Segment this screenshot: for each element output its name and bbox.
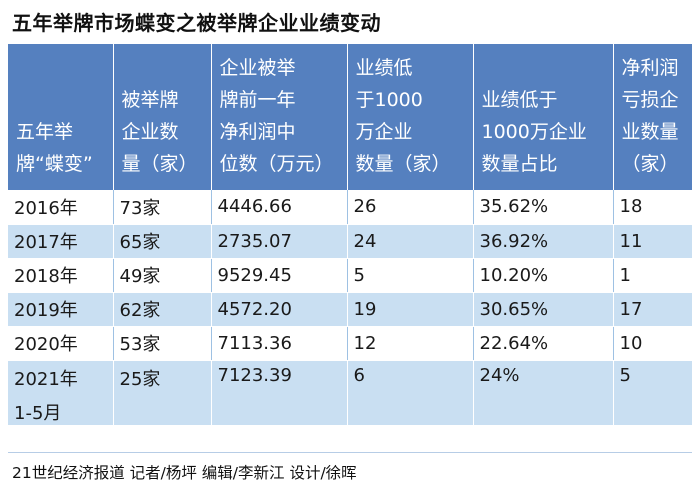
footer-divider	[8, 452, 692, 453]
cell-count: 73家	[113, 190, 212, 225]
table-row: 2017年 65家 2735.07 24 36.92% 11	[8, 224, 692, 259]
cell-low-count: 12	[347, 326, 474, 361]
cell-year: 2019年	[8, 292, 114, 327]
cell-low-count: 5	[347, 258, 474, 293]
cell-low-ratio: 22.64%	[473, 326, 614, 361]
cell-count: 53家	[113, 326, 212, 361]
cell-count: 62家	[113, 292, 212, 327]
cell-low-ratio: 35.62%	[473, 190, 614, 225]
credit-line: 21世纪经济报道 记者/杨坪 编辑/李新江 设计/徐晖	[12, 464, 357, 482]
cell-loss: 5	[613, 360, 692, 426]
cell-year-line1: 2021年	[14, 368, 78, 390]
cell-low-count: 26	[347, 190, 474, 225]
cell-year: 2016年	[8, 190, 114, 225]
cell-year: 2017年	[8, 224, 114, 259]
cell-loss: 17	[613, 292, 692, 327]
cell-low-ratio: 30.65%	[473, 292, 614, 327]
cell-count: 65家	[113, 224, 212, 259]
page-title: 五年举牌市场蝶变之被举牌企业业绩变动	[12, 11, 381, 35]
cell-year: 2021年 1-5月	[8, 360, 114, 426]
cell-low-count: 6	[347, 360, 474, 426]
cell-loss: 10	[613, 326, 692, 361]
cell-loss: 1	[613, 258, 692, 293]
cell-median: 9529.45	[211, 258, 348, 293]
cell-year-line2: 1-5月	[14, 402, 62, 424]
cell-loss: 11	[613, 224, 692, 259]
header-low-ratio: 业绩低于 1000万企业 数量占比	[473, 44, 614, 190]
cell-low-ratio: 24%	[473, 360, 614, 426]
cell-median: 7113.36	[211, 326, 348, 361]
header-loss-count: 净利润 亏损企 业数量 （家）	[613, 44, 692, 190]
data-table: 五年举 牌“蝶变” 被举牌 企业数 量（家） 企业被举 牌前一年 净利润中 位数…	[8, 44, 692, 426]
cell-low-ratio: 36.92%	[473, 224, 614, 259]
cell-median: 4572.20	[211, 292, 348, 327]
cell-loss: 18	[613, 190, 692, 225]
table-row: 2019年 62家 4572.20 19 30.65% 17	[8, 292, 692, 327]
header-low-count: 业绩低 于1000 万企业 数量（家）	[347, 44, 474, 190]
cell-count: 25家	[113, 360, 212, 426]
header-median-profit: 企业被举 牌前一年 净利润中 位数（万元）	[211, 44, 348, 190]
table-row: 2020年 53家 7113.36 12 22.64% 10	[8, 326, 692, 361]
header-year: 五年举 牌“蝶变”	[8, 44, 114, 190]
cell-year: 2020年	[8, 326, 114, 361]
header-count: 被举牌 企业数 量（家）	[113, 44, 212, 190]
cell-low-count: 19	[347, 292, 474, 327]
cell-low-count: 24	[347, 224, 474, 259]
table-row: 2021年 1-5月 25家 7123.39 6 24% 5	[8, 360, 692, 426]
cell-median: 2735.07	[211, 224, 348, 259]
cell-count: 49家	[113, 258, 212, 293]
table-row: 2016年 73家 4446.66 26 35.62% 18	[8, 190, 692, 225]
cell-median: 7123.39	[211, 360, 348, 426]
header-row: 五年举 牌“蝶变” 被举牌 企业数 量（家） 企业被举 牌前一年 净利润中 位数…	[8, 44, 692, 190]
cell-low-ratio: 10.20%	[473, 258, 614, 293]
cell-median: 4446.66	[211, 190, 348, 225]
table-row: 2018年 49家 9529.45 5 10.20% 1	[8, 258, 692, 293]
cell-year: 2018年	[8, 258, 114, 293]
